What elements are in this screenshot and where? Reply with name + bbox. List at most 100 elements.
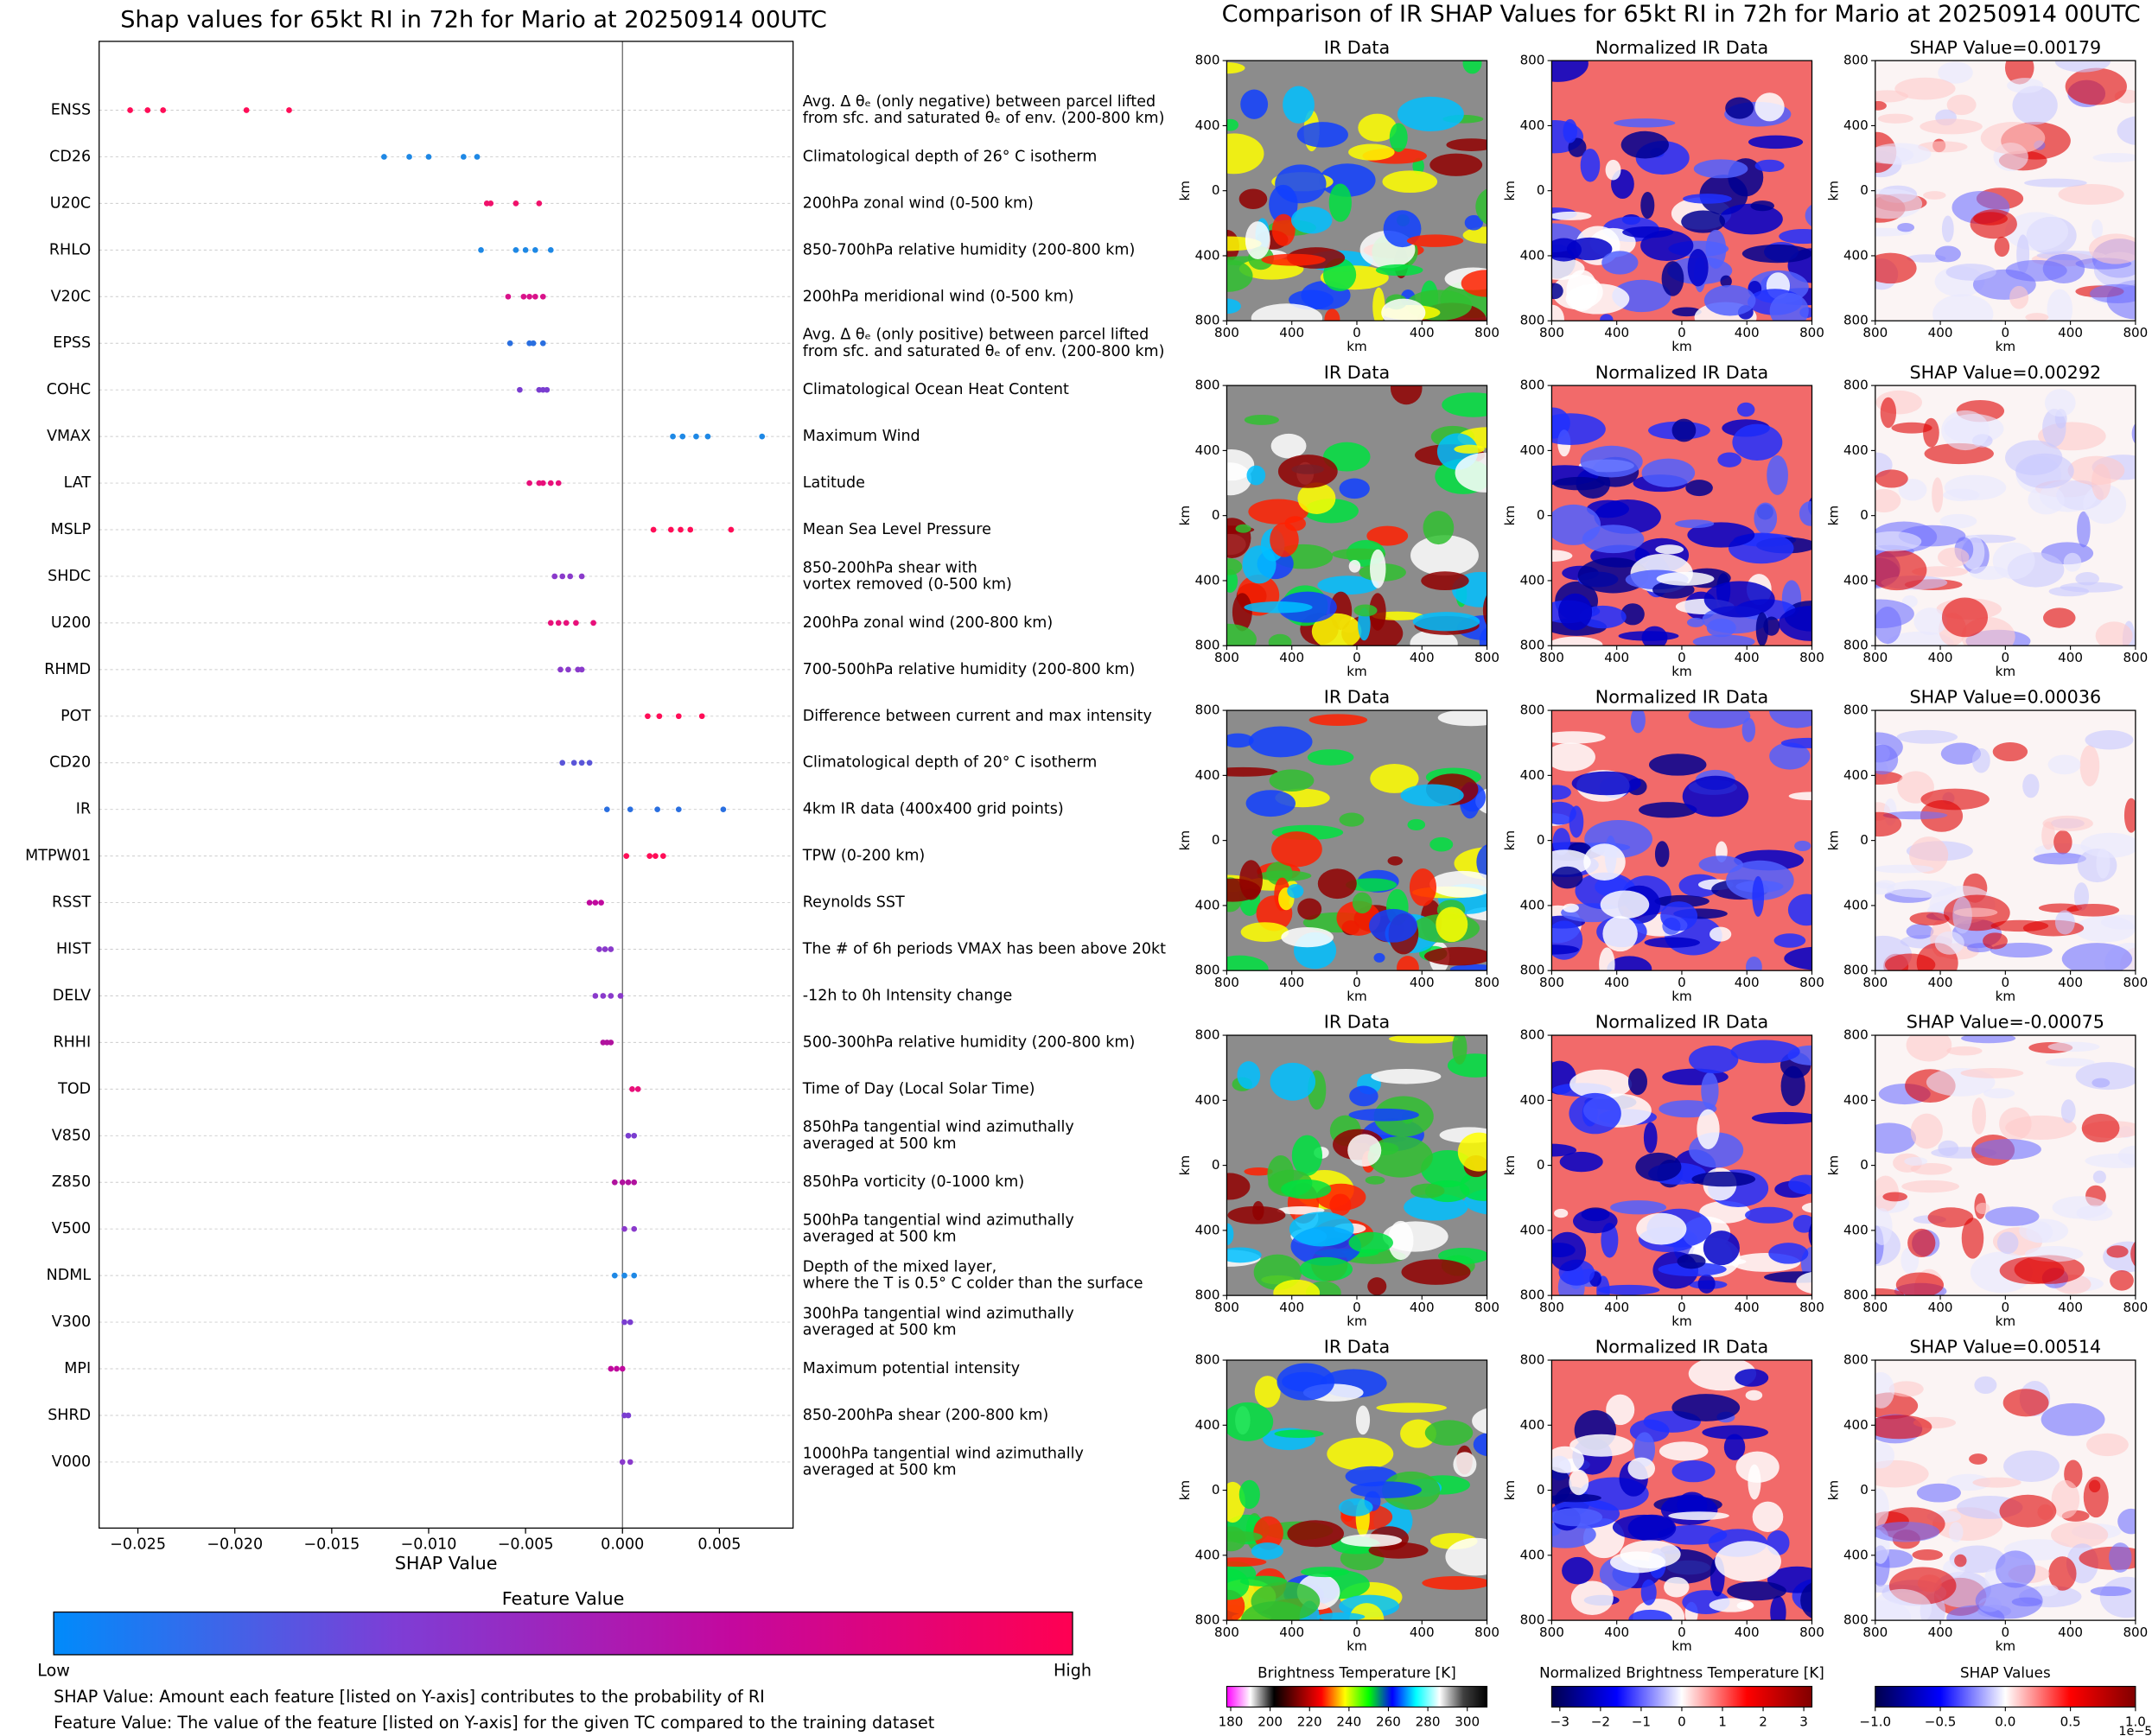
y-axis-label: km (1177, 1155, 1193, 1176)
image-blob (1372, 287, 1385, 321)
image-blob (2047, 289, 2073, 321)
x-tick-label: 0 (2002, 325, 2010, 340)
shap-point (506, 340, 513, 347)
image-blob (1358, 113, 1398, 142)
shap-point (520, 293, 527, 300)
image-blob (1710, 926, 1732, 942)
image-blob (1339, 812, 1365, 827)
note: SHAP Value: Amount each feature [listed … (54, 1687, 765, 1707)
y-tick-label: 400 (1195, 1547, 1220, 1562)
shap-point (621, 1225, 627, 1232)
y-tick-label: 400 (1195, 1092, 1220, 1108)
colorbar-tick-label: 3 (1799, 1714, 1808, 1730)
y-tick-label: 800 (1843, 1027, 1869, 1043)
colorbar-tick-label: 240 (1336, 1714, 1361, 1730)
image-blob (1307, 749, 1354, 766)
image-blob (2092, 1170, 2106, 1184)
image-blob (1551, 211, 1592, 220)
shap-point (627, 1459, 634, 1466)
y-tick-label: 0 (1537, 1482, 1545, 1498)
image-blob (1769, 710, 1812, 728)
image-blob (2096, 848, 2111, 879)
image-blob (1388, 1035, 1459, 1044)
shap-point (625, 1179, 632, 1186)
x-tick-label: 0 (1678, 1300, 1686, 1315)
image-blob (1656, 571, 1715, 586)
feature-description: averaged at 500 km (803, 1135, 957, 1153)
image-blob (1971, 748, 1990, 773)
image-blob (1569, 1092, 1621, 1135)
y-tick-label: 400 (1843, 1417, 1869, 1433)
shap-point (611, 1272, 618, 1279)
image-blob (1895, 1272, 1944, 1296)
colorbar-offset: 1e−5 (2118, 1725, 2152, 1736)
image-blob (1927, 1207, 1974, 1228)
feature-description: 850-700hPa relative humidity (200-800 km… (803, 241, 1136, 258)
y-axis-label: km (1502, 830, 1518, 851)
y-tick-label: 800 (1843, 53, 1869, 68)
image-blob (1348, 143, 1395, 161)
image-blob (1875, 188, 1923, 219)
x-axis-label: km (1347, 664, 1367, 679)
image-blob (1283, 86, 1315, 124)
x-axis-label: km (1996, 1313, 2016, 1329)
y-tick-label: 400 (1843, 247, 1869, 263)
image-blob (1610, 1200, 1667, 1215)
image-blob (1938, 1140, 1959, 1156)
y-tick-label: 800 (1520, 1027, 1545, 1043)
panel-title: Normalized IR Data (1595, 362, 1769, 383)
x-tick-label: 0.000 (601, 1536, 644, 1554)
y-axis-label: km (1177, 181, 1193, 201)
y-tick-label: 400 (1843, 442, 1869, 458)
image-blob (1412, 157, 1424, 175)
panel-title: Normalized IR Data (1595, 687, 1769, 708)
image-blob (1904, 1156, 1928, 1166)
image-blob (1449, 963, 1487, 971)
image-blob (2060, 1099, 2076, 1123)
shap-point (645, 713, 651, 720)
shap-point (603, 806, 610, 813)
image-blob (1551, 413, 1606, 445)
shap-point (759, 433, 766, 440)
image-blob (2092, 219, 2104, 239)
image-blob (1693, 159, 1748, 179)
image-blob (1875, 469, 1908, 488)
image-blob (1972, 1477, 2021, 1488)
shap-point (704, 433, 711, 440)
shap-point (617, 993, 624, 999)
feature-description: Avg. Δ θₑ (only negative) between parcel… (803, 93, 1156, 111)
image-blob (2075, 1062, 2136, 1091)
feature-description: Time of Day (Local Solar Time) (802, 1080, 1035, 1097)
image-blob (1715, 1541, 1781, 1582)
image-blob (1551, 944, 1580, 955)
feature-description: Avg. Δ θₑ (only positive) between parcel… (803, 327, 1149, 344)
image-blob (1573, 1209, 1618, 1234)
image-blob (2009, 285, 2029, 309)
feature-description: Climatological Ocean Heat Content (803, 381, 1069, 398)
image-blob (1410, 1183, 1445, 1199)
image-blob (1763, 616, 1780, 636)
y-tick-label: 400 (1195, 442, 1220, 458)
image-blob (1687, 249, 1709, 287)
x-tick-label: 400 (1928, 325, 1953, 340)
feature-name: LAT (64, 474, 92, 492)
image-blob (1551, 304, 1564, 321)
x-tick-label: 400 (1928, 1300, 1953, 1315)
shap-point (526, 480, 532, 486)
image-blob (2130, 1241, 2136, 1267)
image-blob (1226, 569, 1238, 593)
image-blob (1551, 1231, 1587, 1272)
image-blob (1946, 94, 1977, 116)
image-blob (1974, 1139, 2041, 1161)
x-tick-label: 800 (1799, 1625, 1824, 1640)
image-blob (1551, 636, 1603, 646)
x-tick-label: 800 (1214, 650, 1239, 665)
image-blob (1251, 1581, 1321, 1621)
feature-name: MPI (64, 1360, 91, 1377)
image-blob (1270, 522, 1299, 557)
y-tick-label: 400 (1195, 118, 1220, 133)
image-blob (1877, 113, 1913, 124)
y-tick-label: 800 (1195, 1027, 1220, 1043)
image-blob (1475, 188, 1487, 225)
image-blob (1697, 1274, 1716, 1294)
